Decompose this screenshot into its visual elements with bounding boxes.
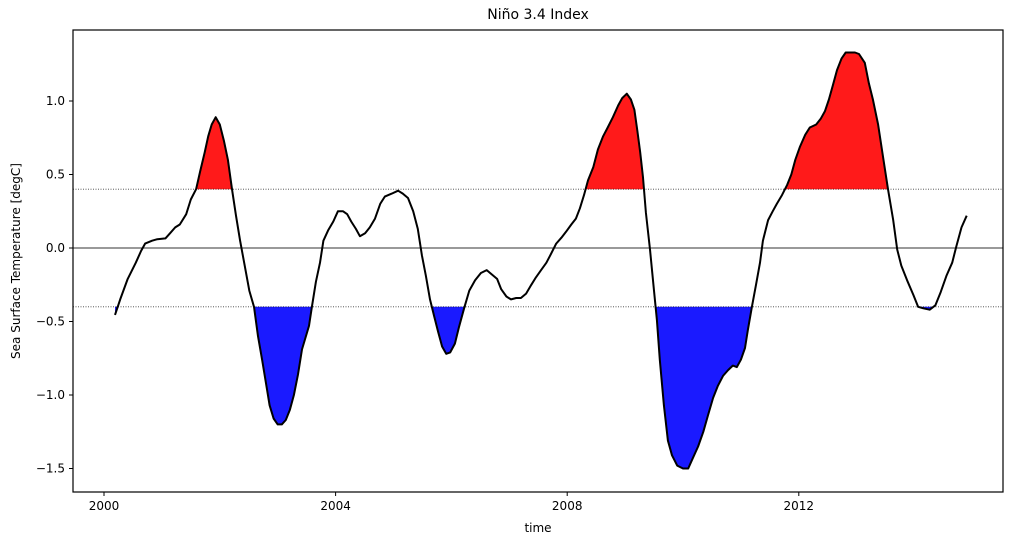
anomaly-fills — [115, 52, 934, 469]
y-axis-ticks: 1.0 0.5 0.0 −0.5 −1.0 −1.5 — [36, 94, 73, 476]
x-axis-label: time — [524, 521, 551, 535]
y-tick-label: 0.0 — [46, 241, 65, 255]
y-tick-label: 1.0 — [46, 94, 65, 108]
y-tick-label: −1.0 — [36, 388, 65, 402]
y-tick-label: −1.5 — [36, 462, 65, 476]
x-tick-label: 2004 — [320, 499, 351, 513]
nino34-line — [114, 51, 968, 470]
x-axis-ticks: 2000 2004 2008 2012 — [89, 492, 814, 513]
plot-frame — [72, 29, 1004, 493]
el-nino-fill — [585, 93, 645, 190]
el-nino-fill — [196, 117, 232, 190]
x-tick-label: 2012 — [784, 499, 815, 513]
la-nina-fill — [431, 306, 465, 354]
chart-title: Niño 3.4 Index — [487, 7, 589, 23]
la-nina-fill — [655, 306, 752, 469]
y-tick-label: 0.5 — [46, 168, 65, 182]
y-axis-label: Sea Surface Temperature [degC] — [9, 163, 23, 359]
y-tick-label: −0.5 — [36, 315, 65, 329]
el-nino-fill — [784, 52, 888, 190]
x-tick-label: 2000 — [89, 499, 120, 513]
reference-lines — [73, 188, 1003, 308]
x-tick-label: 2008 — [552, 499, 583, 513]
